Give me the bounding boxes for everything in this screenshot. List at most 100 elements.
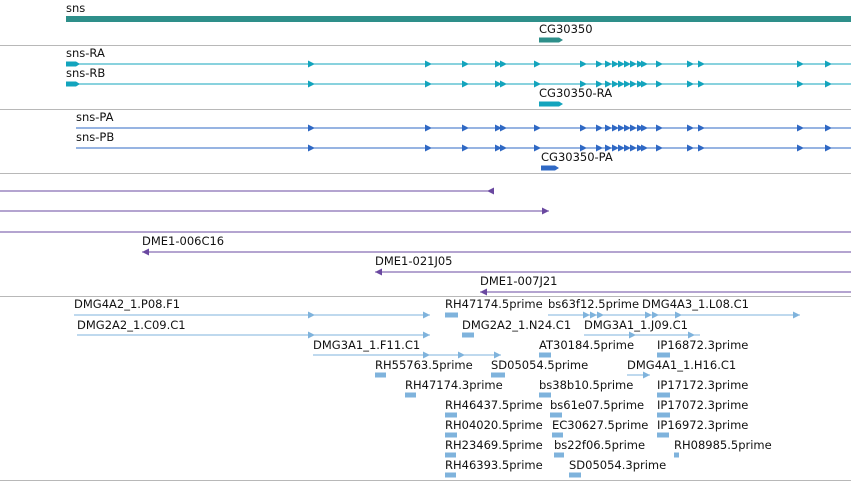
est-label[interactable]: IP17172.3prime xyxy=(657,378,749,392)
exon-marker[interactable] xyxy=(797,80,804,88)
exon-marker[interactable] xyxy=(500,124,507,132)
exon-marker[interactable] xyxy=(797,124,804,132)
exon-marker[interactable] xyxy=(637,60,644,68)
exon-marker[interactable] xyxy=(423,331,430,339)
protein-label-cg30350-pa[interactable]: CG30350-PA xyxy=(541,150,613,164)
exon-marker[interactable] xyxy=(494,351,501,359)
exon-marker[interactable] xyxy=(423,351,430,359)
exon-marker[interactable] xyxy=(825,60,832,68)
exon-marker[interactable] xyxy=(793,311,800,319)
exon-marker[interactable] xyxy=(462,80,469,88)
feature-block[interactable] xyxy=(657,352,670,358)
exon-marker[interactable] xyxy=(624,60,631,68)
feature-block[interactable] xyxy=(445,452,456,458)
exon-marker[interactable] xyxy=(656,144,663,152)
exon-marker[interactable] xyxy=(534,80,541,88)
exon-marker[interactable] xyxy=(612,60,619,68)
exon-marker[interactable] xyxy=(605,80,612,88)
feature-block[interactable] xyxy=(462,332,474,338)
exon-marker[interactable] xyxy=(675,311,682,319)
exon-marker[interactable] xyxy=(423,311,430,319)
clone-label-007j21[interactable]: DME1-007J21 xyxy=(480,274,558,288)
exon-marker[interactable] xyxy=(580,60,587,68)
exon-marker[interactable] xyxy=(534,124,541,132)
exon-marker[interactable] xyxy=(308,331,315,339)
feature-block[interactable] xyxy=(539,392,551,398)
exon-marker[interactable] xyxy=(580,144,587,152)
exon-marker[interactable] xyxy=(652,311,659,319)
clone-label-006c16[interactable]: DME1-006C16 xyxy=(142,234,225,248)
est-label[interactable]: SD05054.3prime xyxy=(569,458,667,472)
exon-marker[interactable] xyxy=(643,371,650,379)
exon-marker[interactable] xyxy=(637,80,644,88)
transcript-label-cg30350-ra[interactable]: CG30350-RA xyxy=(539,86,613,100)
exon-marker[interactable] xyxy=(425,124,432,132)
exon-marker[interactable] xyxy=(641,124,648,132)
exon-marker[interactable] xyxy=(605,124,612,132)
feature-block[interactable] xyxy=(569,472,581,478)
exon-marker[interactable] xyxy=(612,80,619,88)
exon-marker[interactable] xyxy=(580,124,587,132)
feature-block[interactable] xyxy=(657,412,670,418)
exon-marker[interactable] xyxy=(605,144,612,152)
exon-marker[interactable] xyxy=(618,80,625,88)
clone-label-021j05[interactable]: DME1-021J05 xyxy=(375,254,453,268)
est-label[interactable]: RH47174.5prime xyxy=(445,297,543,311)
exon-marker[interactable] xyxy=(825,80,832,88)
exon-marker[interactable] xyxy=(425,60,432,68)
est-label[interactable]: bs38b10.5prime xyxy=(539,378,634,392)
exon-marker[interactable] xyxy=(425,80,432,88)
feature-block[interactable] xyxy=(375,372,386,378)
exon-marker[interactable] xyxy=(596,60,603,68)
est-label[interactable]: bs61e07.5prime xyxy=(550,398,645,412)
exon-marker[interactable] xyxy=(308,124,315,132)
exon-marker[interactable] xyxy=(462,144,469,152)
exon-marker[interactable] xyxy=(596,144,603,152)
feature-block[interactable] xyxy=(66,16,851,22)
est-label[interactable]: RH55763.5prime xyxy=(375,358,473,372)
exon-marker[interactable] xyxy=(480,288,487,296)
feature-block[interactable] xyxy=(539,352,551,358)
feature-block[interactable] xyxy=(491,372,505,378)
exon-marker[interactable] xyxy=(797,60,804,68)
est-label[interactable]: RH46437.5prime xyxy=(445,398,543,412)
exon-marker[interactable] xyxy=(825,124,832,132)
exon-marker[interactable] xyxy=(645,311,652,319)
gene-label-sns[interactable]: sns xyxy=(66,1,86,15)
est-label[interactable]: DMG4A2_1.P08.F1 xyxy=(74,297,181,311)
exon-marker[interactable] xyxy=(698,144,705,152)
exon-marker[interactable] xyxy=(542,207,549,215)
exon-marker[interactable] xyxy=(687,124,694,132)
est-label[interactable]: DMG2A2_1.N24.C1 xyxy=(462,318,572,332)
exon-marker[interactable] xyxy=(698,80,705,88)
exon-marker[interactable] xyxy=(688,331,695,339)
feature-block[interactable] xyxy=(550,412,562,418)
exon-marker[interactable] xyxy=(641,60,648,68)
exon-marker[interactable] xyxy=(698,60,705,68)
exon-marker[interactable] xyxy=(698,124,705,132)
feature-block[interactable] xyxy=(539,37,563,43)
exon-marker[interactable] xyxy=(656,124,663,132)
exon-marker[interactable] xyxy=(624,144,631,152)
est-label[interactable]: bs22f06.5prime xyxy=(554,438,646,452)
feature-block[interactable] xyxy=(445,412,457,418)
exon-marker[interactable] xyxy=(142,248,149,256)
exon-marker[interactable] xyxy=(495,124,502,132)
exon-marker[interactable] xyxy=(612,144,619,152)
exon-marker[interactable] xyxy=(308,144,315,152)
exon-marker[interactable] xyxy=(308,80,315,88)
feature-block[interactable] xyxy=(554,452,564,458)
feature-block[interactable] xyxy=(445,312,458,318)
exon-marker[interactable] xyxy=(462,124,469,132)
exon-marker[interactable] xyxy=(597,311,604,319)
exon-marker[interactable] xyxy=(534,60,541,68)
est-label[interactable]: RH04020.5prime xyxy=(445,418,543,432)
gene-label-cg30350[interactable]: CG30350 xyxy=(539,22,593,36)
exon-marker[interactable] xyxy=(687,60,694,68)
est-label[interactable]: DMG4A1_1.H16.C1 xyxy=(627,358,737,372)
feature-block[interactable] xyxy=(657,392,670,398)
exon-marker[interactable] xyxy=(534,144,541,152)
exon-marker[interactable] xyxy=(630,124,637,132)
exon-marker[interactable] xyxy=(458,351,465,359)
exon-marker[interactable] xyxy=(596,80,603,88)
